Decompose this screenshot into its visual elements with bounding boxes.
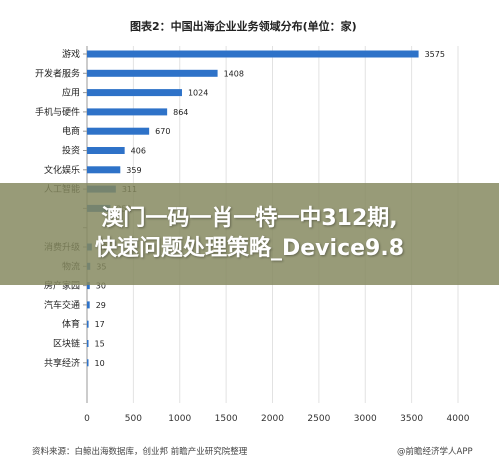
value-label: 15 [95,340,105,349]
brand-label: @前瞻经济学人APP [397,446,473,457]
x-tick-label: 1500 [215,414,238,424]
category-label: 开发者服务 [35,67,80,79]
value-label: 3575 [425,50,445,59]
category-label: 汽车交通 [44,299,80,311]
bar [87,282,90,290]
bar [87,69,218,77]
value-label: 670 [155,127,170,136]
source-note: 资料来源：白鲸出海数据库，创业邦 前瞻产业研究院整理 [32,446,248,457]
category-label: 应用 [62,87,80,99]
category-label: 区块链 [53,338,80,350]
x-tick-label: 2000 [261,414,284,424]
bar [87,166,121,174]
x-tick-label: 500 [125,414,142,424]
bar [87,147,125,154]
category-label: 电商 [62,125,80,137]
category-label: 文化娱乐 [44,164,80,176]
x-tick-label: 3500 [400,414,423,424]
value-label: 17 [95,320,105,329]
value-label: 30 [96,282,106,291]
value-label: 1024 [188,89,208,98]
bar [87,50,419,58]
bar [87,320,89,328]
bar [87,359,89,367]
bar [87,340,89,347]
value-label: 359 [126,166,141,175]
overlay-line-2: 快速问题处理策略_Device9.8 [95,236,404,261]
category-label: 体育 [62,318,80,330]
value-label: 1408 [224,69,244,78]
bar [87,89,182,97]
value-label: 406 [131,147,146,156]
value-label: 10 [95,359,105,368]
x-tick-label: 1000 [168,414,191,424]
x-tick-label: 3000 [354,414,377,424]
value-label: 29 [96,301,106,310]
overlay-banner: 澳门一码一肖一特一中312期, 快速问题处理策略_Device9.8 [0,183,499,285]
chart-title: 图表2：中国出海企业业务领域分布(单位：家) [130,19,357,33]
x-tick-label: 2500 [307,414,330,424]
category-label: 游戏 [62,48,80,60]
x-tick-label: 4000 [447,414,470,424]
overlay-line-1: 澳门一码一肖一特一中312期, [101,206,398,231]
x-axis-ticks: 0 500 1000 1500 2000 2500 3000 3500 4000 [84,414,470,424]
category-label: 投资 [62,145,80,157]
category-label: 手机与硬件 [35,106,80,118]
value-label: 864 [173,108,188,117]
category-label: 共享经济 [44,357,80,369]
bar [87,108,168,116]
x-tick-label: 0 [84,414,90,424]
bar [87,127,150,135]
bar [87,301,90,309]
